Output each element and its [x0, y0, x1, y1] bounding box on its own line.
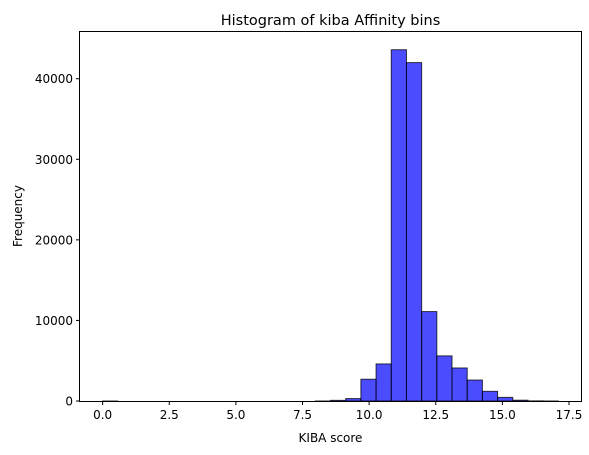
- histogram-bar-18: [375, 363, 392, 402]
- x-axis: 0.0 2.5 5.0 7.5 10.0 12.5 15.0 17.5: [93, 401, 582, 422]
- histogram-bar-20: [405, 62, 423, 402]
- histogram-bar-27: [512, 399, 529, 402]
- y-tick-label-3: 30000: [35, 153, 73, 167]
- x-tick-label-1: 2.5: [160, 408, 179, 422]
- x-tick-label-2: 5.0: [226, 408, 245, 422]
- x-tick-label-3: 7.5: [293, 408, 312, 422]
- y-tick-label-1: 10000: [35, 314, 73, 328]
- histogram-bar-23: [451, 367, 468, 402]
- x-tick-label-4: 10.0: [356, 408, 383, 422]
- histogram-bar-17: [360, 378, 377, 402]
- y-axis-title: Frequency: [11, 185, 25, 247]
- histogram-bar-25: [481, 390, 499, 402]
- x-axis-title: KIBA score: [299, 431, 363, 445]
- bars-group: [102, 49, 559, 402]
- histogram-bar-15: [330, 399, 347, 402]
- x-tick-label-7: 17.5: [556, 408, 583, 422]
- histogram-bar-22: [436, 355, 453, 402]
- y-tick-label-4: 40000: [35, 72, 73, 86]
- chart-title: Histogram of kiba Affinity bins: [221, 13, 441, 29]
- histogram-bar-24: [466, 379, 483, 402]
- plot-frame: [79, 31, 582, 402]
- histogram-bar-26: [497, 396, 514, 402]
- y-tick-label-2: 20000: [35, 233, 73, 247]
- x-tick-label-0: 0.0: [93, 408, 112, 422]
- histogram-bar-19: [390, 49, 407, 402]
- x-tick-label-6: 15.0: [489, 408, 516, 422]
- histogram-bar-16: [345, 398, 362, 402]
- y-axis: 0 10000 20000 30000 40000: [35, 72, 80, 409]
- y-tick-label-0: 0: [65, 395, 73, 409]
- x-tick-label-5: 12.5: [422, 408, 449, 422]
- histogram-bar-21: [421, 311, 438, 402]
